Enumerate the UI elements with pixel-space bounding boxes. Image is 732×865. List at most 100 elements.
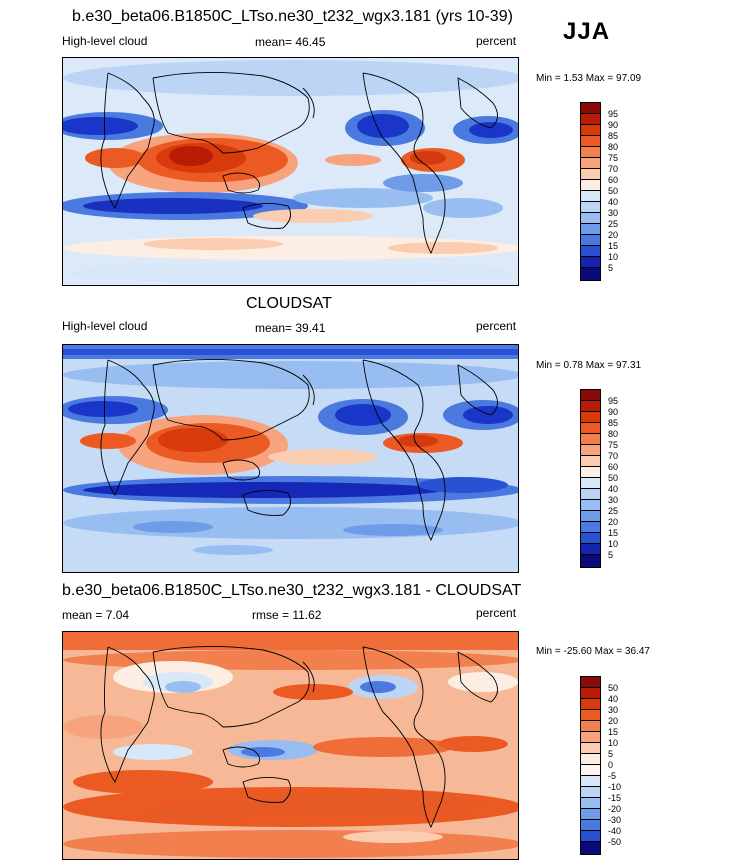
panel1-map <box>62 57 519 286</box>
panel3-colorbar: 50 40 30 20 15 10 5 0 -5 -10 -15 -20 -30… <box>580 676 621 856</box>
panel3-cbar-label: -10 <box>608 782 622 792</box>
panel3-cbar-swatch <box>580 776 601 787</box>
panel1-cbar-label: 40 <box>608 197 619 207</box>
panel3-cbar-swatch <box>580 721 601 732</box>
panel1-cbar-swatch <box>580 202 601 213</box>
panel3-cbar-swatch <box>580 676 601 688</box>
panel1-units-label: percent <box>476 34 517 48</box>
panel2-minmax-label: Min = 0.78 Max = 97.31 <box>536 360 642 371</box>
panel2-cbar-swatch <box>580 533 601 544</box>
panel1-cbar-swatch <box>580 158 601 169</box>
panel1-cbar-swatch <box>580 136 601 147</box>
panel1-cbar-label: 30 <box>608 208 619 218</box>
panel2-cbar-label: 30 <box>608 495 619 505</box>
panel3-cbar-label: 10 <box>608 738 619 748</box>
panel3-cbar-swatch <box>580 710 601 721</box>
panel3-cbar-swatch <box>580 765 601 776</box>
panel2-units-label: percent <box>476 319 517 333</box>
panel3-cbar-swatch <box>580 743 601 754</box>
panel3-cbar-swatch <box>580 820 601 831</box>
panel1-cbar-label: 5 <box>608 263 614 273</box>
panel2-title: CLOUDSAT <box>246 295 332 312</box>
season-label: JJA <box>563 18 611 45</box>
panel3-cbar-swatch <box>580 798 601 809</box>
panel3-cbar-swatch <box>580 754 601 765</box>
panel2-cbar-swatch <box>580 423 601 434</box>
panel3-tropical-positive <box>313 737 453 757</box>
panel2-cbar-swatch <box>580 389 601 401</box>
panel3-cbar-swatch <box>580 699 601 710</box>
panel1-title: b.e30_beta06.B1850C_LTso.ne30_t232_wgx3.… <box>72 8 513 25</box>
panel2-cbar-label: 60 <box>608 462 619 472</box>
panel2-cbar-swatch <box>580 489 601 500</box>
panel2-cbar-label: 85 <box>608 418 619 428</box>
panel2-cbar-swatch <box>580 544 601 555</box>
panel1-cbar-label: 50 <box>608 186 619 196</box>
panel3-cbar-label: -40 <box>608 826 622 836</box>
panel3-cbar-swatch <box>580 831 601 842</box>
panel3-cbar-label: 20 <box>608 716 619 726</box>
panel2-cbar-swatch <box>580 456 601 467</box>
panel1-cbar-swatch <box>580 102 601 114</box>
panel1-coastlines <box>100 71 498 255</box>
panel2-cbar-swatch <box>580 478 601 489</box>
panel1-cbar-swatch <box>580 169 601 180</box>
panel3-cbar-label: -15 <box>608 793 622 803</box>
panel3-cbar-label: -20 <box>608 804 622 814</box>
panel3-cbar-label: 0 <box>608 760 614 770</box>
panel3-cbar-label: -5 <box>608 771 617 781</box>
panel1-cbar-swatch <box>580 114 601 125</box>
panel1-cbar-swatch <box>580 268 601 281</box>
panel2-cbar-swatch <box>580 401 601 412</box>
panel3-cbar-swatch <box>580 688 601 699</box>
panel1-cbar-swatch <box>580 125 601 136</box>
panel3-cbar-label: -30 <box>608 815 622 825</box>
panel2-cbar-label: 70 <box>608 451 619 461</box>
panel1-cbar-label: 90 <box>608 120 619 130</box>
panel2-cbar-swatch <box>580 500 601 511</box>
panel3-cbar-label: 30 <box>608 705 619 715</box>
panel3-cbar-swatch <box>580 732 601 743</box>
panel1-cbar-label: 60 <box>608 175 619 185</box>
panel1-mean-label: mean= 46.45 <box>255 35 326 49</box>
panel3-map <box>62 631 519 860</box>
panel2-cbar-swatch <box>580 434 601 445</box>
panel2-mean-label: mean= 39.41 <box>255 321 326 335</box>
panel1-cbar-label: 75 <box>608 153 619 163</box>
panel1-africa-high <box>85 148 145 168</box>
panel1-cbar-swatch <box>580 224 601 235</box>
panel1-field <box>63 58 518 285</box>
panel1-left-label: High-level cloud <box>62 34 148 48</box>
panel1-cbar-label: 20 <box>608 230 619 240</box>
panel1-cbar-label: 85 <box>608 131 619 141</box>
panel2-monsoon-core <box>158 428 228 452</box>
panel1-colorbar: 95 90 85 80 75 70 60 50 40 30 25 20 15 1… <box>580 102 618 282</box>
panel2-cbar-swatch <box>580 555 601 568</box>
panel2-cbar-swatch <box>580 511 601 522</box>
panel1-cbar-swatch <box>580 213 601 224</box>
panel2-cbar-label: 80 <box>608 429 619 439</box>
panel1-cbar-label: 25 <box>608 219 619 229</box>
panel2-cbar-label: 5 <box>608 550 614 560</box>
panel3-title: b.e30_beta06.B1850C_LTso.ne30_t232_wgx3.… <box>62 582 522 599</box>
panel3-cbar-label: 50 <box>608 683 619 693</box>
panel2-cbar-swatch <box>580 445 601 456</box>
panel2-map <box>62 344 519 573</box>
panel1-cbar-label: 70 <box>608 164 619 174</box>
panel2-cbar-swatch <box>580 467 601 478</box>
panel3-indian-negative <box>113 744 193 760</box>
panel2-cbar-label: 10 <box>608 539 619 549</box>
panel3-cbar-swatch <box>580 787 601 798</box>
panel3-coastlines <box>100 645 498 829</box>
panel2-field <box>63 345 518 572</box>
panel2-cbar-label: 40 <box>608 484 619 494</box>
panel3-mean-label: mean = 7.04 <box>62 608 130 622</box>
panel3-minmax-label: Min = -25.60 Max = 36.47 <box>536 646 650 657</box>
panel3-cbar-label: 40 <box>608 694 619 704</box>
panel3-cbar-swatch <box>580 842 601 855</box>
panel3-rmse-label: rmse = 11.62 <box>252 608 322 622</box>
panel2-left-label: High-level cloud <box>62 319 148 333</box>
panel1-cbar-swatch <box>580 257 601 268</box>
panel1-minmax-label: Min = 1.53 Max = 97.09 <box>536 73 642 84</box>
panel2-cbar-label: 75 <box>608 440 619 450</box>
